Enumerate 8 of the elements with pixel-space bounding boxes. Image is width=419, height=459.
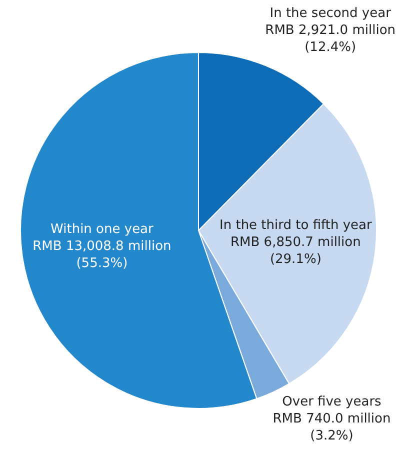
slice-label: Within one year RMB 13,008.8 million bbox=[32, 222, 172, 254]
data-label: (29.1%) bbox=[270, 252, 322, 267]
data-label: (12.4%) bbox=[304, 40, 356, 55]
data-label: (3.2%) bbox=[310, 428, 354, 444]
data-label: (55.3%) bbox=[76, 256, 128, 272]
slice-label: In the third to fifth year RMB 6,850.7 million bbox=[220, 218, 372, 250]
slice-label: In the second year RMB 2,921.0 million bbox=[265, 6, 396, 38]
slice-label: Over five years RMB 740.0 million bbox=[272, 394, 391, 427]
